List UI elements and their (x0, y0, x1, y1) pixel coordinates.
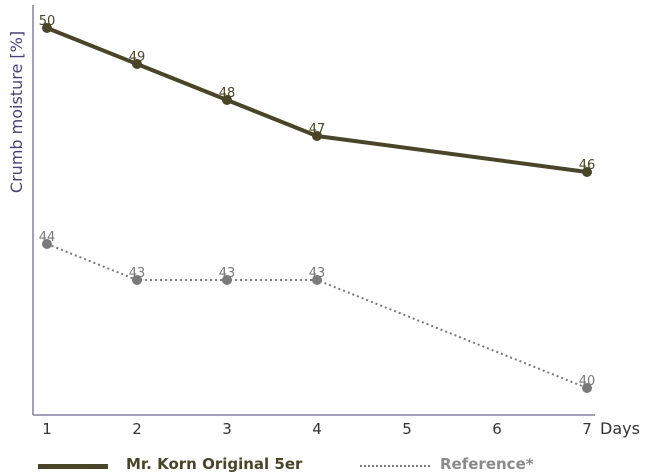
data-label: 44 (39, 230, 56, 245)
data-label: 48 (219, 86, 236, 101)
series-layer: 50 49 48 47 46 44 43 43 43 40 (39, 14, 596, 393)
legend-label-series-2: Reference* (440, 455, 534, 473)
data-label: 47 (309, 122, 326, 137)
x-tick-label: 3 (222, 420, 232, 438)
x-tick-label: 5 (402, 420, 412, 438)
series-1: 50 49 48 47 46 (39, 14, 596, 177)
x-tick-label: 7 (582, 420, 592, 438)
x-tick-label: 6 (492, 420, 502, 438)
data-point (312, 275, 322, 285)
data-point (42, 239, 52, 249)
x-tick-label: 4 (312, 420, 322, 438)
axes (32, 5, 595, 416)
series-2: 44 43 43 43 40 (39, 230, 596, 393)
line-chart: Crumb moisture [%] Days 1 2 3 4 5 6 7 50 49 48 47… (7, 5, 640, 438)
data-label: 50 (39, 14, 56, 29)
x-axis-title: Days (600, 419, 640, 438)
x-tick-label: 1 (42, 420, 52, 438)
data-point (582, 383, 592, 393)
legend-swatch-series-1 (38, 464, 108, 469)
x-tick-labels: 1 2 3 4 5 6 7 (42, 420, 592, 438)
legend-swatch-series-2 (360, 465, 430, 467)
data-label: 43 (129, 266, 146, 281)
data-point (582, 167, 592, 177)
data-point (42, 23, 52, 33)
data-point (132, 275, 142, 285)
data-point (132, 59, 142, 69)
legend: Mr. Korn Original 5er Reference* (0, 452, 645, 476)
data-label: 46 (579, 158, 596, 173)
data-label: 40 (579, 374, 596, 389)
data-label: 43 (309, 266, 326, 281)
data-point (222, 275, 232, 285)
data-label: 43 (219, 266, 236, 281)
data-point (312, 131, 322, 141)
data-point (222, 95, 232, 105)
data-label: 49 (129, 50, 146, 65)
y-axis-title: Crumb moisture [%] (7, 31, 26, 193)
legend-label-series-1: Mr. Korn Original 5er (126, 455, 303, 473)
x-tick-label: 2 (132, 420, 142, 438)
